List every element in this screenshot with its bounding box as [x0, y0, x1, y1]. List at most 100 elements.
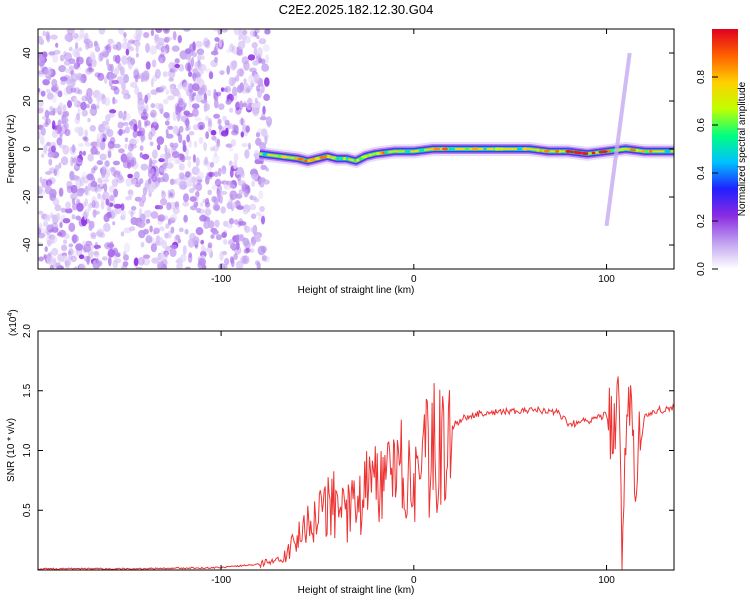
- heatmap-ridge-cell: [629, 148, 637, 152]
- heatmap-noise-cell: [109, 109, 117, 114]
- heatmap-noise-cell: [140, 111, 149, 121]
- heatmap-noise-cell: [169, 84, 175, 95]
- heatmap-noise-cell: [97, 177, 103, 184]
- colorbar-label: Normalized spectral amplitude: [737, 81, 748, 216]
- heatmap-noise-cell: [244, 149, 250, 159]
- heatmap-noise-cell: [62, 145, 70, 155]
- heatmap-noise-cell: [225, 99, 232, 105]
- heatmap-noise-cell: [133, 67, 139, 76]
- heatmap-noise-cell: [210, 234, 215, 239]
- heatmap-noise-cell: [159, 226, 165, 232]
- heatmap-noise-cell: [232, 201, 236, 209]
- spectrogram-heatmap: [38, 29, 674, 269]
- heatmap-noise-cell: [142, 220, 148, 226]
- heatmap-noise-cell: [171, 68, 177, 73]
- heatmap-noise-cell: [43, 218, 47, 227]
- heatmap-noise-cell: [161, 163, 167, 170]
- heatmap-noise-cell: [78, 47, 83, 52]
- heatmap-noise-cell: [99, 51, 104, 61]
- heatmap-ridge-cell: [465, 147, 470, 151]
- heatmap-noise-cell: [186, 134, 191, 143]
- heatmap-ridge-cell: [498, 147, 505, 151]
- heatmap-ridge-cell: [404, 149, 411, 153]
- heatmap-noise-cell: [124, 126, 130, 134]
- heatmap-noise-cell: [76, 188, 84, 197]
- heatmap-noise-cell: [171, 45, 180, 52]
- heatmap-noise-cell: [192, 41, 196, 51]
- heatmap-noise-cell: [160, 198, 168, 206]
- heatmap-noise-cell: [164, 36, 170, 43]
- heatmap-noise-cell: [39, 135, 45, 145]
- heatmap-noise-cell: [63, 233, 70, 240]
- heatmap-noise-cell: [223, 220, 229, 227]
- heatmap-noise-cell: [49, 212, 54, 219]
- heatmap-noise-cell: [135, 266, 143, 269]
- heatmap-noise-cell: [264, 77, 270, 87]
- heatmap-noise-cell: [51, 120, 56, 130]
- heatmap-noise-cell: [41, 150, 48, 155]
- heatmap-noise-cell: [233, 219, 239, 225]
- snr-multiplier-exponent: 4: [7, 313, 14, 317]
- heatmap-noise-cell: [68, 222, 76, 232]
- colorbar-tick-label: 0.0: [696, 262, 707, 276]
- heatmap-noise-cell: [240, 131, 244, 138]
- heatmap-ridge-cell: [601, 150, 608, 154]
- heatmap-noise-cell: [176, 159, 181, 165]
- heatmap-noise-cell: [193, 76, 199, 86]
- heatmap-noise-cell: [100, 194, 106, 202]
- heatmap-noise-cell: [124, 137, 128, 142]
- heatmap-noise-cell: [121, 89, 130, 96]
- heatmap-noise-cell: [38, 256, 44, 262]
- heatmap-ridge-cell: [573, 150, 578, 154]
- heatmap-noise-cell: [214, 99, 219, 109]
- heatmap-noise-cell: [106, 206, 112, 212]
- heatmap-noise-cell: [258, 38, 267, 45]
- heatmap-noise-cell: [231, 77, 237, 84]
- heatmap-noise-cell: [233, 29, 240, 36]
- colorbar: 0.0 0.2 0.4 0.6 0.8 Normalized spectral ampl…: [696, 29, 748, 276]
- heatmap-noise-cell: [162, 29, 170, 34]
- heatmap-noise-cell: [92, 209, 97, 218]
- heatmap-noise-cell: [38, 130, 41, 140]
- heatmap-noise-cell: [120, 231, 125, 237]
- heatmap-noise-cell: [169, 244, 178, 249]
- heatmap-noise-cell: [103, 213, 110, 223]
- heatmap-noise-cell: [76, 57, 80, 63]
- heatmap-noise-cell: [142, 254, 151, 259]
- heatmap-noise-cell: [101, 168, 106, 179]
- heatmap-ridge-cell: [565, 149, 572, 153]
- heatmap-ridge-cell: [619, 147, 626, 151]
- heatmap-noise-cell: [85, 40, 90, 50]
- heatmap-noise-cell: [179, 154, 186, 163]
- heatmap-noise-cell: [191, 56, 195, 67]
- heatmap-noise-cell: [127, 162, 132, 169]
- heatmap-ridge-cell: [610, 149, 615, 153]
- heatmap-noise-cell: [75, 243, 84, 251]
- colorbar-tick-label: 0.8: [696, 70, 707, 84]
- heatmap-noise-cell: [238, 189, 244, 195]
- colorbar-tick-label: 0.6: [696, 118, 707, 132]
- heatmap-noise-cell: [91, 59, 97, 68]
- heatmap-noise-cell: [118, 174, 123, 181]
- heatmap-noise-cell: [68, 58, 76, 65]
- heatmap-noise-cell: [160, 153, 165, 160]
- heatmap-noise-cell: [143, 228, 149, 235]
- y-tick-label: -40: [22, 237, 33, 252]
- heatmap-ridge-cell: [418, 149, 424, 152]
- heatmap-noise-cell: [62, 110, 70, 118]
- heatmap-noise-cell: [178, 111, 183, 119]
- heatmap-noise-cell: [56, 232, 63, 237]
- heatmap-noise-cell: [48, 251, 52, 257]
- heatmap-noise-cell: [258, 57, 263, 64]
- heatmap-noise-cell: [176, 112, 181, 122]
- heatmap-noise-cell: [88, 223, 93, 231]
- heatmap-noise-cell: [178, 64, 185, 72]
- heatmap-noise-cell: [102, 51, 110, 58]
- heatmap-noise-cell: [205, 115, 210, 122]
- heatmap-noise-cell: [173, 142, 179, 149]
- heatmap-noise-cell: [90, 103, 97, 110]
- heatmap-noise-cell: [178, 227, 184, 233]
- heatmap-noise-cell: [213, 204, 221, 212]
- heatmap-noise-cell: [213, 46, 217, 55]
- heatmap-noise-cell: [137, 256, 145, 266]
